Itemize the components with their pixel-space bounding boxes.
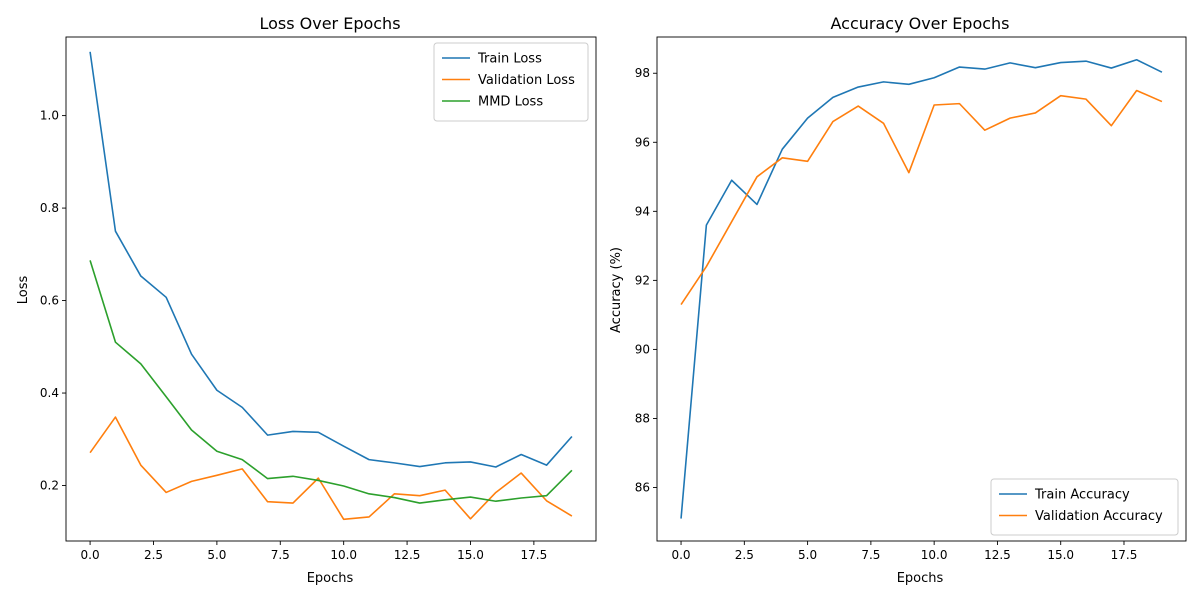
loss-plot-area: 0.0 2.5 5.0 7.5 10.0 12.5 15.0 17.5 0.2 0.4 0.6 0.8…: [40, 36, 597, 562]
accuracy-xtick-label: 7.5: [861, 548, 880, 562]
loss-xtick-label: 2.5: [144, 548, 163, 562]
accuracy-xtick-label: 0.0: [671, 548, 690, 562]
accuracy-xtick-label: 5.0: [798, 548, 817, 562]
loss-ytick-label: 0.6: [40, 294, 59, 308]
accuracy-series-line-0: [680, 58, 1163, 519]
loss-axes-frame: [65, 36, 597, 542]
loss-xtick-label: 17.5: [521, 548, 548, 562]
accuracy-legend-label-0: Train Accuracy: [1034, 488, 1130, 503]
loss-ytick-label: 0.4: [40, 386, 59, 400]
accuracy-plot-area: 0.0 2.5 5.0 7.5 10.0 12.5 15.0 17.5 86 88 90 92 94 96…: [635, 36, 1187, 562]
loss-series-line-2: [89, 260, 573, 504]
accuracy-xtick-label: 10.0: [921, 548, 948, 562]
loss-chart-xlabel: Epochs: [307, 571, 354, 586]
loss-legend: Train Loss Validation Loss MMD Loss: [433, 42, 589, 122]
loss-legend-label-1: Validation Loss: [478, 73, 575, 88]
accuracy-legend: Train Accuracy Validation Accuracy: [990, 478, 1179, 536]
accuracy-chart-xlabel: Epochs: [897, 571, 944, 586]
accuracy-ytick-label: 86: [635, 480, 650, 494]
loss-xtick-label: 15.0: [457, 548, 484, 562]
loss-xtick-label: 0.0: [81, 548, 100, 562]
accuracy-xtick-label: 2.5: [735, 548, 754, 562]
accuracy-ytick-label: 96: [635, 135, 650, 149]
loss-series-line-0: [89, 51, 573, 468]
accuracy-ytick-label: 92: [635, 273, 650, 287]
accuracy-legend-label-1: Validation Accuracy: [1035, 509, 1163, 524]
accuracy-chart: Accuracy Over Epochs Epochs Accuracy (%)…: [609, 14, 1187, 586]
accuracy-ytick-label: 90: [635, 342, 650, 356]
loss-chart-ylabel: Loss: [16, 276, 31, 305]
loss-chart-title: Loss Over Epochs: [259, 14, 400, 33]
accuracy-ytick-label: 98: [635, 66, 650, 80]
loss-xtick-label: 12.5: [394, 548, 421, 562]
loss-legend-box: [433, 42, 589, 122]
accuracy-legend-box: [990, 478, 1179, 536]
accuracy-series-line-1: [680, 89, 1163, 305]
loss-ytick-label: 0.2: [40, 479, 59, 493]
accuracy-xtick-label: 17.5: [1111, 548, 1138, 562]
loss-series-line-1: [89, 416, 573, 521]
accuracy-ytick-label: 88: [635, 411, 650, 425]
accuracy-axes-frame: [656, 36, 1187, 542]
loss-xtick-label: 10.0: [330, 548, 357, 562]
accuracy-xtick-label: 12.5: [984, 548, 1011, 562]
loss-xtick-label: 5.0: [207, 548, 226, 562]
loss-chart: Loss Over Epochs Epochs Loss 0.0 2.5 5.0 7.…: [16, 14, 597, 586]
loss-xtick-label: 7.5: [271, 548, 290, 562]
loss-ytick-label: 0.8: [40, 201, 59, 215]
accuracy-xtick-label: 15.0: [1047, 548, 1074, 562]
loss-legend-label-2: MMD Loss: [478, 95, 543, 110]
loss-legend-label-0: Train Loss: [477, 52, 542, 67]
accuracy-ytick-label: 94: [635, 204, 650, 218]
accuracy-chart-title: Accuracy Over Epochs: [830, 14, 1009, 33]
accuracy-chart-ylabel: Accuracy (%): [609, 247, 624, 333]
loss-ytick-label: 1.0: [40, 109, 59, 123]
